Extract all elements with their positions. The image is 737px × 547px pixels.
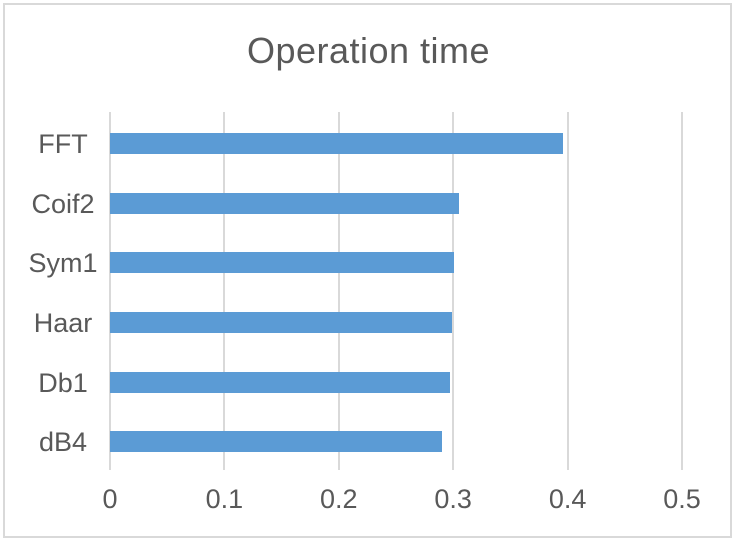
gridline <box>681 112 683 470</box>
bar-row <box>110 172 682 232</box>
category-label: dB4 <box>38 427 88 458</box>
category-label: Db1 <box>38 367 88 398</box>
value-axis: 0 0.1 0.2 0.3 0.4 0.5 <box>102 484 700 520</box>
bar-series <box>110 112 682 470</box>
gridline <box>337 112 340 470</box>
gridline <box>223 112 226 470</box>
x-tick-label: 0.5 <box>663 484 701 514</box>
gridline <box>452 112 455 470</box>
bar-row <box>110 291 682 351</box>
category-label: FFT <box>38 128 88 159</box>
bar-db1 <box>110 371 450 393</box>
bar-fft <box>110 133 564 154</box>
x-tick-label: 0.1 <box>205 484 244 514</box>
category-label: Haar <box>33 307 93 338</box>
bar-db4 <box>110 431 442 453</box>
gridline <box>566 112 569 470</box>
x-tick-label: 0 <box>102 484 118 514</box>
bar-sym1 <box>110 252 455 274</box>
category-label: Sym1 <box>28 248 98 279</box>
bar-row <box>110 112 682 172</box>
bar-row <box>110 410 682 470</box>
x-tick-label: 0.3 <box>434 484 472 514</box>
bar-haar <box>110 312 453 334</box>
x-tick-label: 0.2 <box>320 484 358 514</box>
x-tick-label: 0.4 <box>548 484 587 514</box>
chart-title: Operation time <box>246 30 491 71</box>
gridline <box>109 112 111 470</box>
plot-area <box>109 112 683 470</box>
bar-row <box>110 231 682 291</box>
category-axis: FFT Coif2 Sym1 Haar Db1 dB4 <box>0 112 110 470</box>
bar-row <box>110 351 682 411</box>
category-label: Coif2 <box>31 188 95 219</box>
bar-coif2 <box>110 192 459 214</box>
